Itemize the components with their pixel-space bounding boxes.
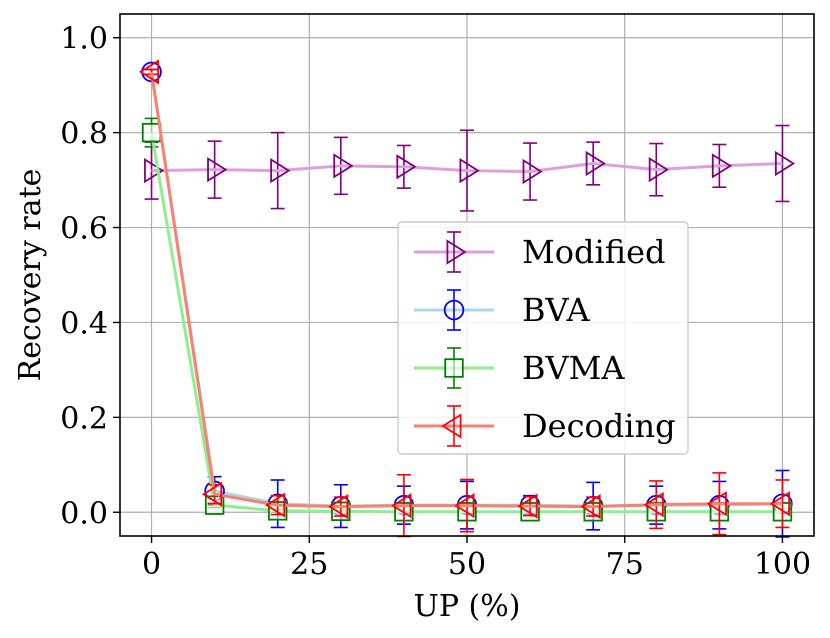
data-point: [201, 481, 223, 507]
x-axis-label: UP (%): [414, 589, 521, 624]
legend-entry-modified: Modified: [414, 231, 666, 273]
data-point: [138, 59, 160, 85]
y-tick-label: 0.6: [60, 212, 108, 247]
x-tick-label: 0: [142, 547, 161, 582]
legend-marker: [441, 413, 462, 439]
data-point: [333, 153, 354, 179]
data-point: [517, 493, 538, 519]
x-tick-label: 75: [606, 547, 644, 582]
y-axis-label: Recovery rate: [13, 169, 48, 382]
legend-marker: [444, 358, 464, 378]
data-point: [580, 493, 601, 520]
data-point: [454, 493, 475, 519]
data-point: [265, 492, 286, 518]
data-point: [769, 491, 790, 517]
data-point: [396, 154, 417, 180]
data-point: [459, 157, 480, 184]
legend-entry-decoding: Decoding: [414, 405, 676, 447]
data-point: [328, 493, 349, 520]
ticks: 0 25 50 75 100 0.0 0.2 0.4 0.6 0.8 1.0: [60, 22, 811, 582]
data-point: [207, 157, 228, 183]
legend: Modified BVA BVMA Decoding: [397, 221, 689, 455]
data-point: [391, 493, 412, 519]
legend-label: BVMA: [522, 349, 625, 387]
series-line: [150, 71, 783, 509]
series-decoding: [138, 59, 790, 538]
legend-entry-bva: BVA: [414, 289, 590, 331]
x-tick-label: 25: [290, 547, 328, 582]
y-tick-label: 0.4: [60, 306, 108, 341]
data-point: [522, 158, 543, 185]
y-tick-label: 1.0: [60, 22, 108, 57]
data-point: [643, 492, 664, 518]
legend-label: Decoding: [522, 407, 676, 445]
series-layer: [138, 59, 796, 538]
legend-box: [397, 221, 689, 455]
data-point: [706, 491, 727, 517]
legend-marker: [443, 299, 465, 321]
data-point: [711, 153, 733, 179]
y-tick-label: 0.8: [60, 117, 108, 152]
legend-label: BVA: [522, 291, 590, 329]
data-point: [774, 150, 796, 177]
series-line: [151, 161, 783, 174]
data-point: [585, 150, 606, 177]
y-tick-label: 0.2: [60, 401, 108, 436]
legend-marker: [446, 239, 467, 265]
x-tick-label: 50: [448, 547, 486, 582]
y-tick-label: 0.0: [60, 496, 108, 531]
data-point: [141, 122, 162, 143]
legend-label: Modified: [522, 233, 666, 271]
x-tick-label: 100: [754, 547, 811, 582]
legend-entry-bvma: BVMA: [414, 347, 625, 389]
data-point: [144, 157, 165, 184]
data-point: [270, 157, 291, 184]
data-point: [648, 157, 669, 183]
series-modified: [144, 124, 796, 212]
